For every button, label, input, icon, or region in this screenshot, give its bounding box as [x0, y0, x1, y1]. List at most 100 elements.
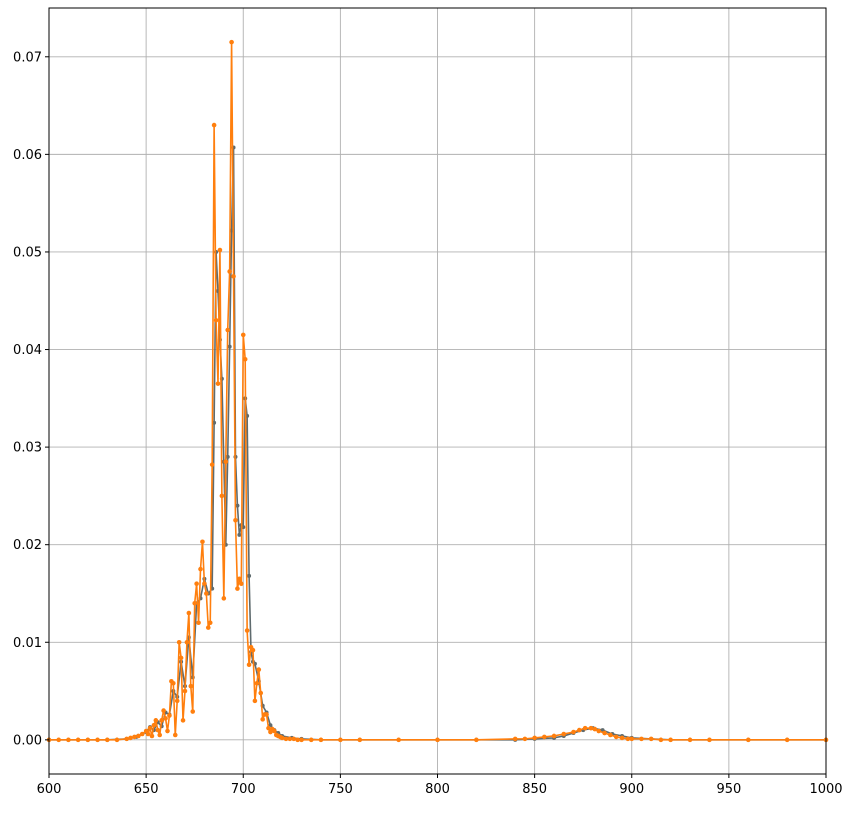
data-point	[153, 718, 159, 723]
y-tick-label: 0.03	[13, 441, 42, 456]
data-point	[147, 725, 153, 731]
data-point	[202, 581, 207, 587]
data-point	[532, 735, 537, 741]
data-point	[561, 731, 567, 737]
data-point	[227, 269, 232, 274]
data-point	[237, 532, 242, 537]
x-axis: 600 650 700 750 800 850 900 950 1000	[37, 774, 843, 797]
data-point	[56, 737, 62, 743]
data-point	[308, 737, 314, 743]
data-point	[266, 725, 271, 731]
data-point	[211, 122, 217, 128]
data-point	[596, 728, 602, 734]
data-point	[237, 576, 242, 582]
data-point	[233, 517, 238, 523]
data-point	[582, 725, 588, 731]
data-point	[512, 736, 518, 742]
data-point	[165, 728, 170, 734]
data-point	[338, 737, 343, 743]
data-point	[260, 717, 265, 722]
data-point	[159, 718, 164, 723]
data-point	[136, 733, 141, 739]
data-point	[95, 737, 100, 743]
data-point	[639, 736, 644, 742]
x-tick-label: 1000	[809, 782, 842, 797]
data-point	[157, 732, 163, 738]
data-point	[295, 737, 300, 743]
data-point	[192, 600, 197, 606]
data-point	[213, 317, 219, 323]
x-tick-label: 700	[231, 782, 256, 797]
data-point	[227, 344, 232, 349]
data-point	[200, 539, 205, 545]
data-point	[551, 733, 557, 739]
data-point	[66, 737, 71, 743]
data-point	[279, 735, 285, 741]
data-point	[784, 737, 790, 743]
data-point	[104, 737, 110, 743]
data-point	[167, 713, 172, 718]
y-tick-label: 0.02	[13, 538, 42, 553]
data-point	[209, 462, 215, 467]
data-point	[225, 454, 230, 459]
data-point	[204, 591, 209, 596]
data-point	[174, 698, 180, 704]
data-point	[250, 647, 256, 653]
data-point	[149, 733, 155, 739]
data-point	[244, 628, 250, 633]
data-point	[186, 610, 192, 616]
data-point	[571, 729, 576, 735]
data-point	[746, 737, 751, 743]
y-tick-label: 0.07	[13, 50, 42, 65]
y-tick-label: 0.04	[13, 343, 42, 358]
data-point	[318, 737, 324, 743]
data-point	[254, 680, 260, 686]
data-point	[668, 737, 673, 743]
data-point	[283, 736, 289, 742]
x-tick-label: 850	[522, 782, 547, 797]
data-point	[85, 737, 91, 743]
data-point	[221, 596, 227, 601]
data-point	[145, 731, 151, 737]
data-point	[522, 736, 528, 742]
grid-lines	[48, 8, 827, 774]
data-point	[75, 737, 81, 743]
data-point	[188, 683, 194, 689]
x-tick-label: 650	[134, 782, 159, 797]
data-point	[184, 639, 190, 645]
data-point	[240, 332, 246, 338]
x-tick-label: 900	[619, 782, 644, 797]
data-point	[242, 356, 248, 362]
data-point	[252, 698, 258, 704]
x-tick-label: 750	[328, 782, 353, 797]
data-point	[223, 459, 229, 465]
data-point	[357, 737, 363, 743]
data-point	[176, 639, 182, 645]
data-point	[625, 736, 631, 742]
data-point	[219, 493, 225, 499]
series-2	[46, 39, 829, 743]
data-point	[256, 667, 262, 672]
data-point	[474, 737, 479, 743]
data-point	[132, 734, 137, 740]
data-point	[247, 573, 252, 578]
data-point	[658, 737, 664, 743]
data-point	[239, 581, 244, 587]
data-point	[577, 727, 582, 733]
data-point	[124, 736, 129, 742]
data-point	[229, 39, 234, 45]
data-point	[235, 503, 240, 508]
y-tick-label: 0.05	[13, 245, 42, 260]
data-point	[207, 620, 213, 626]
data-point	[194, 581, 199, 587]
data-point	[217, 247, 223, 253]
data-point	[602, 730, 607, 736]
y-tick-label: 0.06	[13, 148, 42, 163]
data-point	[648, 736, 654, 742]
data-point	[205, 625, 211, 630]
data-point	[542, 734, 547, 740]
data-point	[163, 716, 168, 721]
data-point	[258, 690, 264, 696]
y-tick-label: 0.00	[13, 733, 42, 748]
